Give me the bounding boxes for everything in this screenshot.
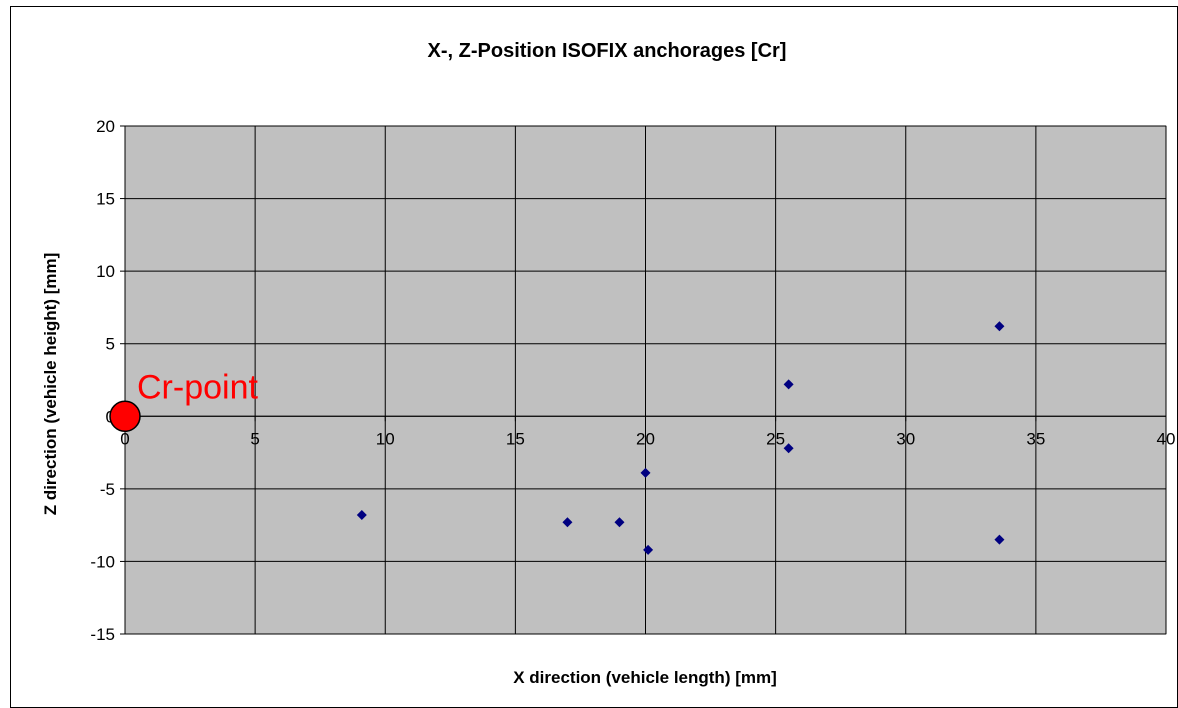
- y-tick-label: -15: [90, 625, 115, 644]
- y-tick-label: 20: [96, 117, 115, 136]
- cr-point-marker: [109, 400, 141, 433]
- x-tick-label: 20: [636, 429, 655, 448]
- cr-point-label: Cr-point: [137, 368, 258, 406]
- y-tick-label: 5: [106, 335, 115, 354]
- y-axis-label: Z direction (vehicle height) [mm]: [41, 253, 60, 516]
- data-point: [562, 517, 573, 528]
- y-tick-label: 10: [96, 262, 115, 281]
- data-point: [994, 321, 1005, 332]
- data-point: [994, 534, 1005, 545]
- y-tick-label: 15: [96, 190, 115, 209]
- y-tick-label: -10: [90, 552, 115, 571]
- data-point: [614, 517, 625, 528]
- x-tick-label: 40: [1157, 429, 1176, 448]
- x-tick-label: 35: [1026, 429, 1045, 448]
- x-tick-label: 30: [896, 429, 915, 448]
- x-tick-label: 15: [506, 429, 525, 448]
- data-point: [643, 544, 654, 555]
- chart-title: X-, Z-Position ISOFIX anchorages [Cr]: [428, 40, 787, 62]
- annotations: Cr-point: [109, 368, 258, 433]
- data-point: [356, 509, 367, 520]
- x-tick-label: 10: [376, 429, 395, 448]
- y-tick-label: -5: [100, 480, 115, 499]
- x-tick-label: 5: [250, 429, 259, 448]
- x-tick-label: 25: [766, 429, 785, 448]
- data-point: [783, 379, 794, 390]
- data-point: [783, 443, 794, 454]
- data-point: [640, 467, 651, 478]
- x-tick-label: 0: [120, 429, 129, 448]
- data-points: [356, 321, 1005, 555]
- x-axis-label: X direction (vehicle length) [mm]: [513, 668, 777, 687]
